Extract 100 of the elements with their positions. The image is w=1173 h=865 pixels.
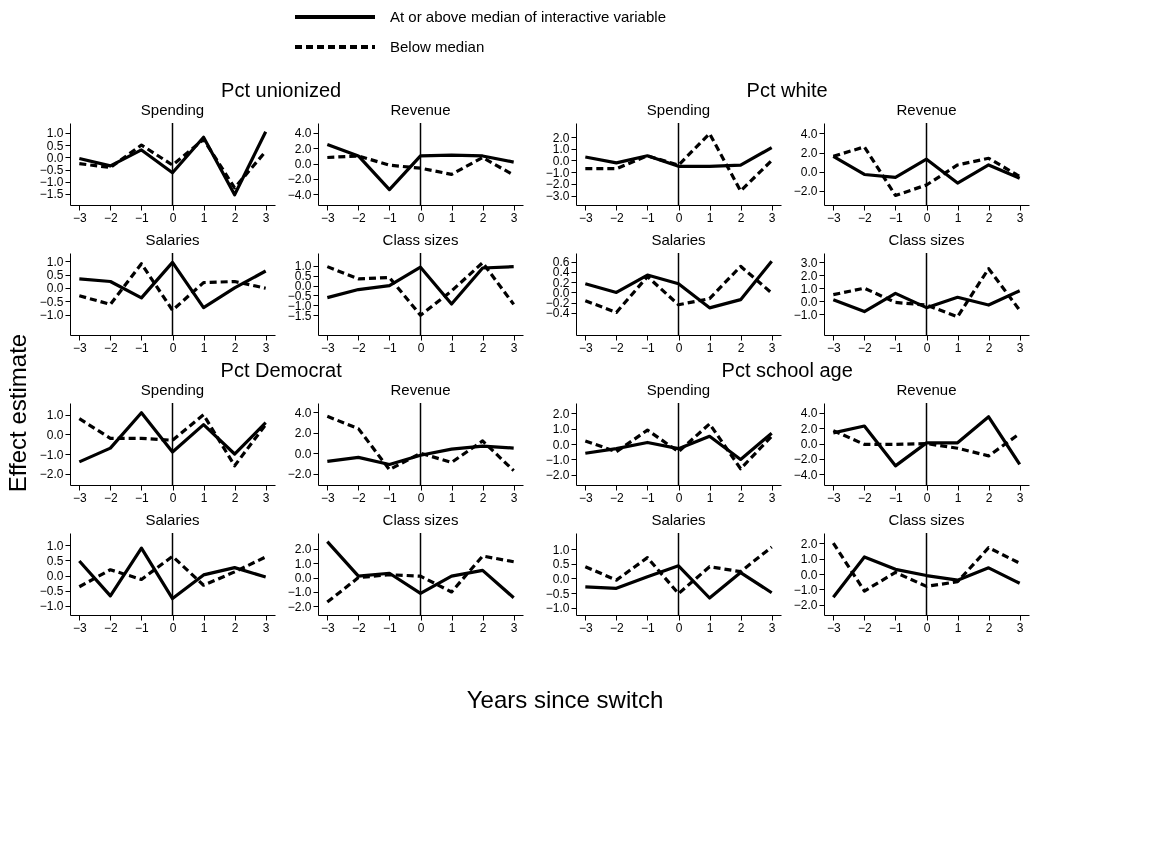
x-tick-label: 2 xyxy=(737,620,745,635)
y-tick-label: 0.0 xyxy=(294,157,312,172)
x-tick-label: −1 xyxy=(383,210,398,225)
x-tick-label: 0 xyxy=(923,210,931,225)
x-tick-label: 3 xyxy=(1016,620,1024,635)
x-tick-label: −1 xyxy=(641,340,656,355)
x-tick-label: −2 xyxy=(858,210,873,225)
x-tick-label: 1 xyxy=(448,340,456,355)
y-tick-label: −0.5 xyxy=(545,586,570,601)
x-tick-label: 3 xyxy=(510,210,518,225)
x-tick-label: 2 xyxy=(231,210,239,225)
x-tick-label: −1 xyxy=(135,340,150,355)
x-tick-label: −3 xyxy=(578,620,593,635)
x-tick-label: 0 xyxy=(417,490,425,505)
y-tick-label: 4.0 xyxy=(800,126,818,141)
x-tick-label: 2 xyxy=(231,620,239,635)
y-tick-label: 0.0 xyxy=(294,571,312,586)
x-tick-label: 0 xyxy=(675,620,683,635)
x-tick-label: −3 xyxy=(578,210,593,225)
x-tick-label: 3 xyxy=(768,490,776,505)
y-tick-label: −1.0 xyxy=(793,307,818,322)
x-tick-label: −3 xyxy=(578,340,593,355)
y-tick-label: 0.0 xyxy=(46,569,64,584)
text: Pct school age xyxy=(721,359,853,382)
chart-title: Salaries xyxy=(651,511,706,529)
x-tick-label: −2 xyxy=(858,620,873,635)
x-tick-label: −1 xyxy=(383,620,398,635)
x-tick-label: 0 xyxy=(923,620,931,635)
y-tick-label: 2.0 xyxy=(800,536,818,551)
y-tick-label: −2.0 xyxy=(793,184,818,199)
x-tick-label: 0 xyxy=(675,210,683,225)
y-tick-label: −2.0 xyxy=(287,467,312,482)
x-tick-label: 2 xyxy=(985,620,993,635)
x-tick-label: −1 xyxy=(889,340,904,355)
x-tick-label: 1 xyxy=(954,620,962,635)
x-tick-label: −3 xyxy=(320,340,335,355)
y-tick-label: −2.0 xyxy=(545,177,570,192)
x-tick-label: −2 xyxy=(858,340,873,355)
x-tick-label: 1 xyxy=(706,620,714,635)
chart-title: Class sizes xyxy=(888,231,965,249)
x-tick-label: −3 xyxy=(578,490,593,505)
x-tick-label: −3 xyxy=(826,340,841,355)
x-tick-label: 3 xyxy=(1016,210,1024,225)
x-tick-label: −3 xyxy=(72,210,87,225)
y-tick-label: 3.0 xyxy=(800,255,818,270)
y-tick-label: −2.0 xyxy=(793,598,818,613)
chart-title: Class sizes xyxy=(888,511,965,529)
y-tick-label: 1.0 xyxy=(800,552,818,567)
x-tick-label: 2 xyxy=(231,340,239,355)
x-tick-label: 3 xyxy=(262,340,270,355)
x-tick-label: −3 xyxy=(320,490,335,505)
y-tick-label: −1.0 xyxy=(39,599,64,614)
y-tick-label: 2.0 xyxy=(294,542,312,557)
x-tick-label: −2 xyxy=(352,340,367,355)
chart-title: Salaries xyxy=(145,511,200,529)
y-tick-label: 1.0 xyxy=(46,408,64,423)
chart-title: Class sizes xyxy=(382,231,459,249)
x-tick-label: 3 xyxy=(262,620,270,635)
x-tick-label: −3 xyxy=(826,490,841,505)
y-tick-label: 0.0 xyxy=(800,567,818,582)
text: Below median xyxy=(390,38,485,55)
y-tick-label: 0.0 xyxy=(800,437,818,452)
chart-title: Class sizes xyxy=(382,511,459,529)
y-tick-label: 0.5 xyxy=(552,557,570,572)
y-tick-label: −1.0 xyxy=(545,601,570,616)
y-tick-label: −1.0 xyxy=(287,585,312,600)
y-tick-label: 0.5 xyxy=(46,268,64,283)
x-tick-label: 3 xyxy=(1016,490,1024,505)
y-tick-label: −0.5 xyxy=(39,584,64,599)
y-tick-label: 2.0 xyxy=(552,406,570,421)
x-tick-label: 0 xyxy=(417,340,425,355)
x-tick-label: −3 xyxy=(72,490,87,505)
y-tick-label: −1.0 xyxy=(545,165,570,180)
x-tick-label: 2 xyxy=(231,490,239,505)
x-tick-label: 0 xyxy=(169,490,177,505)
x-tick-label: 0 xyxy=(169,340,177,355)
y-tick-label: 1.0 xyxy=(552,542,570,557)
chart-title: Spending xyxy=(646,381,711,399)
x-tick-label: −2 xyxy=(104,210,119,225)
x-tick-label: 1 xyxy=(706,210,714,225)
y-tick-label: 1.0 xyxy=(552,422,570,437)
x-tick-label: 1 xyxy=(448,210,456,225)
text: Pct unionized xyxy=(221,79,342,102)
y-tick-label: 4.0 xyxy=(294,126,312,141)
x-axis-title: Years since switch xyxy=(466,686,664,713)
y-tick-label: −1.0 xyxy=(545,452,570,467)
text: Pct white xyxy=(746,79,828,102)
y-tick-label: −1.5 xyxy=(39,187,64,202)
x-tick-label: −3 xyxy=(72,340,87,355)
y-tick-label: 2.0 xyxy=(800,268,818,283)
y-tick-label: −1.0 xyxy=(39,308,64,323)
x-tick-label: 2 xyxy=(479,210,487,225)
x-tick-label: 3 xyxy=(262,490,270,505)
x-tick-label: −1 xyxy=(889,620,904,635)
x-tick-label: 1 xyxy=(954,210,962,225)
chart-title: Revenue xyxy=(390,101,451,119)
y-tick-label: 2.0 xyxy=(800,146,818,161)
chart-title: Revenue xyxy=(896,101,957,119)
x-tick-label: 1 xyxy=(200,340,208,355)
chart-title: Salaries xyxy=(651,231,706,249)
